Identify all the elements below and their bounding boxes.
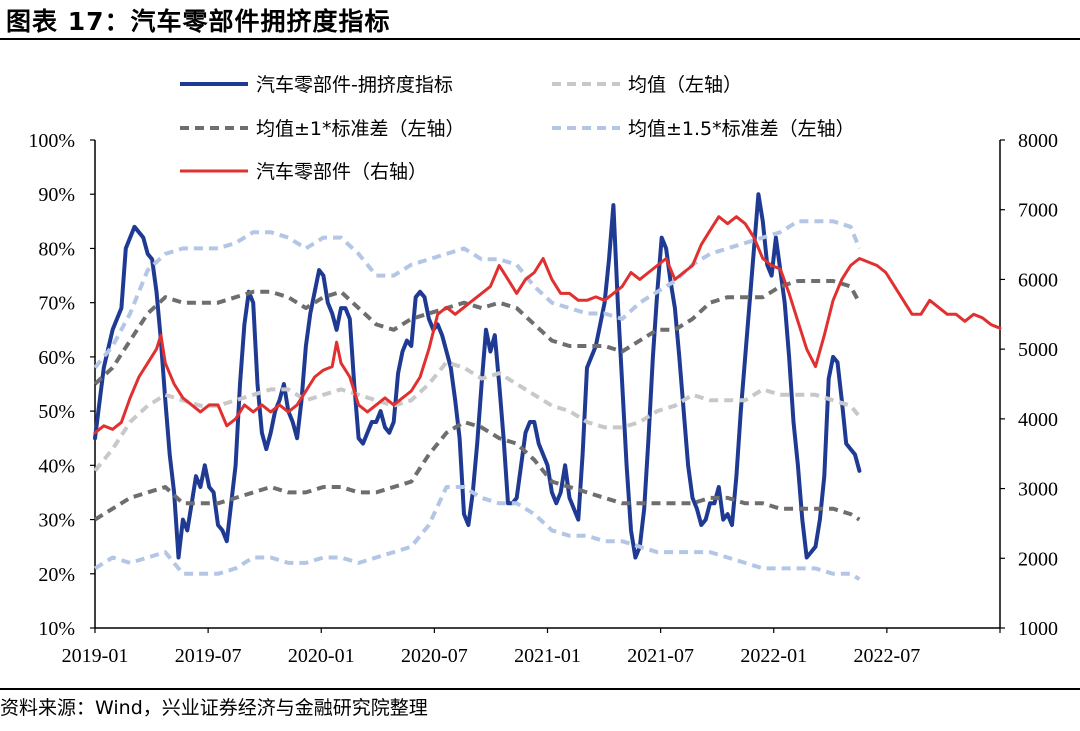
y-left-tick-label: 20%: [38, 564, 75, 586]
y-right-tick-label: 1000: [1018, 618, 1058, 640]
legend-label: 汽车零部件（右轴）: [256, 161, 427, 183]
y-left-tick-label: 10%: [38, 618, 75, 640]
x-tick-label: 2022-07: [854, 645, 921, 667]
y-left-tick-label: 70%: [38, 293, 75, 315]
y-right-tick-label: 5000: [1018, 339, 1058, 361]
y-left-tick-label: 40%: [38, 455, 75, 477]
x-tick-label: 2019-01: [62, 645, 129, 667]
y-left-tick-label: 60%: [38, 347, 75, 369]
line-chart: 10% 20% 30% 40% 50% 60% 70% 80% 90% 100% 1000 2000 3…: [28, 74, 1058, 667]
page-title: 图表 17：汽车零部件拥挤度指标: [6, 7, 391, 36]
y-left-tick-label: 50%: [38, 401, 75, 423]
x-tick-label: 2019-07: [175, 645, 242, 667]
y-right-tick-label: 4000: [1018, 409, 1058, 431]
y-right-tick-label: 7000: [1018, 200, 1058, 222]
series-line: [93, 360, 861, 473]
y-left-tick-label: 90%: [38, 184, 75, 206]
source-note: 资料来源：Wind，兴业证券经济与金融研究院整理: [0, 697, 428, 719]
x-tick-label: 2020-07: [401, 645, 468, 667]
series-line: [93, 219, 862, 369]
series-line: [93, 279, 862, 386]
y-left-tick-label: 30%: [38, 510, 75, 532]
x-tick-label: 2021-07: [627, 645, 694, 667]
chart-legend: 汽车零部件-拥挤度指标 均值（左轴） 均值±1*标准差（左轴） 均值±1.5*标准差（…: [180, 74, 855, 183]
series-line: [93, 215, 1002, 435]
y-right-tick-label: 2000: [1018, 548, 1058, 570]
series-line: [93, 485, 861, 581]
series-line: [93, 192, 862, 560]
x-tick-label: 2020-01: [288, 645, 355, 667]
y-right-tick-label: 3000: [1018, 479, 1058, 501]
chart-axes: 10% 20% 30% 40% 50% 60% 70% 80% 90% 100% 1000 2000 3…: [28, 130, 1058, 667]
chart-series: [93, 192, 1002, 581]
source-rule: [0, 688, 1080, 690]
legend-label: 汽车零部件-拥挤度指标: [256, 74, 453, 96]
legend-label: 均值（左轴）: [628, 74, 742, 96]
x-tick-label: 2021-01: [514, 645, 581, 667]
y-right-tick-label: 8000: [1018, 130, 1058, 152]
legend-label: 均值±1.5*标准差（左轴）: [628, 118, 855, 140]
series-line: [93, 420, 861, 522]
title-rule: [0, 38, 1080, 40]
y-right-tick-label: 6000: [1018, 269, 1058, 291]
y-left-tick-label: 80%: [38, 238, 75, 260]
x-tick-label: 2022-01: [740, 645, 807, 667]
y-left-tick-label: 100%: [28, 130, 75, 152]
legend-label: 均值±1*标准差（左轴）: [256, 118, 465, 140]
